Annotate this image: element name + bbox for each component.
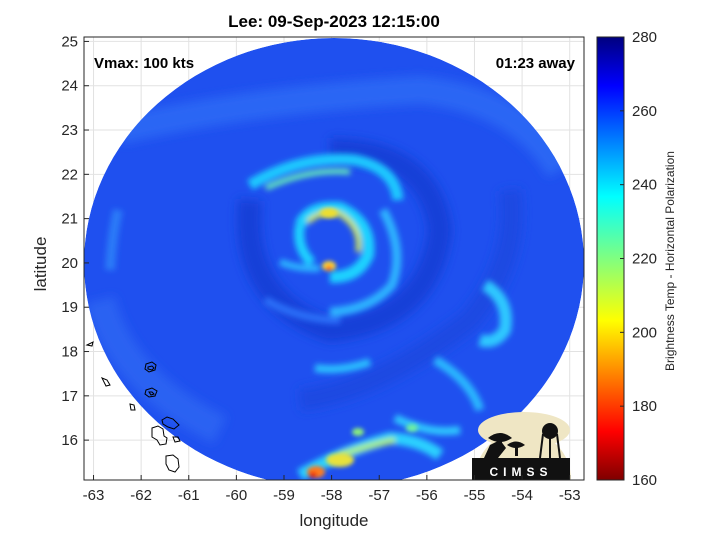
x-axis-label: longitude [299, 511, 369, 530]
colorbar [597, 37, 624, 480]
coastline-outlines [85, 341, 181, 473]
colorbar-tick-label: 180 [632, 398, 657, 415]
x-tick-label: -53 [559, 487, 581, 504]
y-tick-label: 22 [61, 166, 78, 183]
colorbar-tick-label: 160 [632, 472, 657, 489]
x-tick-label: -61 [178, 487, 200, 504]
vmax-annotation: Vmax: 100 kts [94, 55, 194, 72]
y-tick-label: 24 [61, 78, 78, 95]
cimss-logo: CIMSS [472, 412, 571, 480]
x-tick-label: -62 [130, 487, 152, 504]
y-tick-label: 21 [61, 211, 78, 228]
plot-title: Lee: 09-Sep-2023 12:15:00 [228, 12, 440, 31]
colorbar-tick-label: 220 [632, 251, 657, 268]
x-tick-label: -55 [464, 487, 486, 504]
x-axis-ticks: -63 -62 -61 -60 -59 -58 -57 -56 -55 -54 -53 [83, 475, 581, 504]
logo-text: CIMSS [489, 465, 552, 479]
x-tick-label: -63 [83, 487, 105, 504]
colorbar-ticks: 160 180 200 220 240 260 280 [620, 29, 657, 489]
y-tick-label: 17 [61, 388, 78, 405]
y-axis-ticks: 16 17 18 19 20 21 22 23 24 25 [61, 33, 89, 449]
time-offset-annotation: 01:23 away [496, 55, 576, 72]
colorbar-tick-label: 260 [632, 103, 657, 120]
x-tick-label: -59 [273, 487, 295, 504]
y-tick-label: 23 [61, 122, 78, 139]
y-tick-label: 19 [61, 299, 78, 316]
y-tick-label: 20 [61, 255, 78, 272]
colorbar-tick-label: 200 [632, 324, 657, 341]
y-tick-label: 25 [61, 33, 78, 50]
colorbar-tick-label: 280 [632, 29, 657, 46]
y-tick-label: 18 [61, 344, 78, 361]
x-tick-label: -58 [321, 487, 343, 504]
x-tick-label: -56 [416, 487, 438, 504]
x-tick-label: -54 [511, 487, 533, 504]
colorbar-tick-label: 240 [632, 177, 657, 194]
axes-frame [83, 36, 585, 481]
y-tick-label: 16 [61, 432, 78, 449]
brightness-temperature-swath [84, 38, 584, 480]
x-tick-label: -60 [226, 487, 248, 504]
x-tick-label: -57 [368, 487, 390, 504]
